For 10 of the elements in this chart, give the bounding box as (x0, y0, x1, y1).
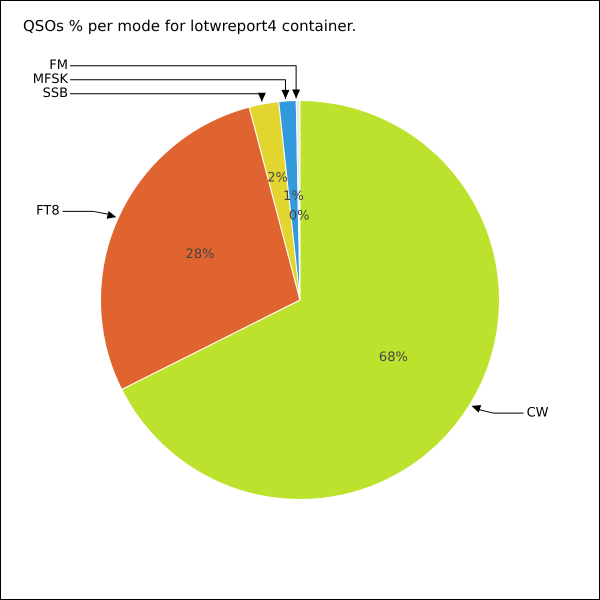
slice-label: MFSK (32, 72, 68, 88)
data-label: 28% (186, 247, 214, 262)
data-label: 1% (283, 188, 304, 204)
data-label: 0% (288, 208, 310, 224)
data-label: 68% (378, 350, 408, 365)
slice-label: FM (49, 58, 68, 74)
slice-label: SSB (42, 86, 68, 102)
chart-title: QSOs % per mode for lotwreport4 container. (23, 17, 356, 35)
slice-label: FT8 (36, 204, 60, 219)
slice-label: CW (526, 406, 549, 421)
